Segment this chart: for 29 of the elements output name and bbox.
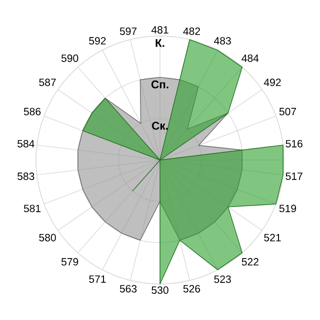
spoke-label: 482 bbox=[183, 28, 200, 35]
spoke-label: 521 bbox=[264, 234, 281, 242]
spoke-label: 523 bbox=[214, 275, 231, 283]
spoke-label: 590 bbox=[61, 54, 78, 62]
spoke-label: 483 bbox=[214, 37, 231, 45]
spoke-label: 516 bbox=[286, 140, 302, 148]
spoke-label: 580 bbox=[39, 234, 56, 242]
spoke-label: 583 bbox=[18, 172, 34, 180]
spoke-label: 586 bbox=[24, 108, 41, 116]
y-tick-label: Сп. bbox=[151, 80, 168, 88]
spoke-label: 484 bbox=[242, 54, 259, 62]
spoke-label: 584 bbox=[18, 140, 34, 148]
spoke-label: 519 bbox=[279, 204, 296, 212]
spoke-label: 597 bbox=[120, 28, 137, 35]
spoke-label: 492 bbox=[264, 78, 281, 86]
spoke-label: 481 bbox=[151, 26, 168, 34]
spoke-label: 581 bbox=[24, 204, 41, 212]
spoke-label: 587 bbox=[39, 78, 56, 86]
spoke-label: 592 bbox=[89, 37, 106, 45]
spoke-label: 507 bbox=[279, 108, 296, 116]
spoke-label: 517 bbox=[286, 172, 302, 180]
spoke-label: 530 bbox=[152, 286, 168, 294]
spoke-label: 526 bbox=[183, 285, 200, 293]
y-tick-label: Ск. bbox=[152, 122, 168, 130]
spoke-label: 522 bbox=[242, 258, 258, 266]
spoke-label: 563 bbox=[120, 285, 137, 293]
spoke-label: 571 bbox=[89, 275, 106, 283]
spoke-label: 579 bbox=[61, 258, 78, 266]
y-tick-label: К. bbox=[156, 39, 164, 47]
